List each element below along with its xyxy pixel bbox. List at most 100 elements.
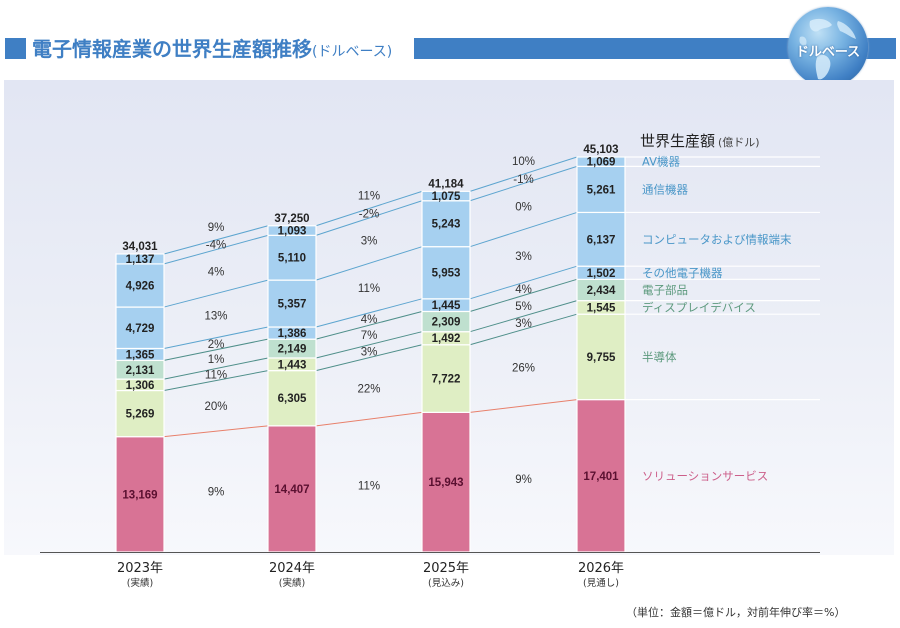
growth-connector-line (163, 370, 269, 392)
legend-item: その他電子機器 (642, 266, 723, 280)
segment-value-label: 1,306 (126, 380, 155, 392)
growth-label: 5% (515, 301, 532, 313)
total-value-label: 45,103 (583, 144, 618, 156)
title-bar (414, 38, 896, 59)
bar-segment (576, 211, 626, 267)
x-tick-label: 2026年 (578, 561, 624, 576)
segment-value-label: 5,269 (126, 409, 155, 421)
segment-value-label: 1,137 (126, 254, 155, 266)
growth-label: 4% (515, 284, 532, 296)
segment-value-label: 1,069 (587, 157, 616, 169)
legend-item: ディスプレイデバイス (642, 300, 756, 314)
x-tick-label: 2023年 (117, 561, 163, 576)
segment-value-label: 17,401 (583, 471, 619, 483)
legend-item: コンピュータおよび情報端末 (642, 232, 792, 246)
growth-label: 3% (515, 318, 532, 330)
segment-value-label: 5,357 (278, 299, 307, 311)
growth-connector-line (469, 313, 578, 346)
growth-label: -2% (359, 208, 379, 220)
bar-segment (115, 436, 165, 553)
legend-item: AV機器 (642, 155, 680, 169)
title-row: 電子情報産業の世界生産額推移(ドルベース) ドルベース (0, 0, 900, 87)
growth-connector-line (469, 165, 578, 202)
growth-label: 20% (204, 401, 227, 413)
bar-segment (421, 190, 471, 202)
segment-value-label: 14,407 (274, 484, 309, 496)
bar-segment (115, 263, 165, 308)
title-suffix: (ドルベース) (312, 44, 393, 60)
growth-connector-line (469, 156, 578, 192)
segment-value-label: 5,110 (278, 253, 306, 265)
total-value-label: 34,031 (122, 241, 158, 253)
growth-label: 22% (357, 383, 380, 395)
bar-segment (576, 399, 626, 553)
segment-value-label: 1,093 (278, 226, 307, 238)
badge-label: ドルベース (795, 45, 861, 60)
legend-item: 半導体 (642, 350, 677, 364)
segment-value-label: 7,722 (432, 374, 461, 386)
growth-label: 3% (361, 236, 378, 248)
globe-icon: ドルベース (788, 7, 868, 87)
growth-connectors (163, 156, 578, 438)
growth-connector-line (163, 326, 269, 349)
bar-segment (267, 234, 317, 281)
growth-connector-line (163, 279, 269, 308)
legend-unit: (億ドル) (718, 136, 760, 149)
segment-value-label: 1,492 (432, 333, 461, 345)
growth-connector-line (315, 331, 423, 359)
bar-segment (576, 313, 626, 401)
total-growth-label: 10% (512, 156, 535, 168)
bar-segment (267, 370, 317, 427)
legend-item: 電子部品 (642, 283, 688, 297)
segment-value-label: 4,926 (126, 280, 155, 292)
bar-segment (421, 246, 471, 300)
growth-connector-line (469, 300, 578, 333)
growth-label: 11% (358, 283, 380, 295)
segment-value-label: 2,149 (278, 344, 307, 356)
x-tick-label: 2025年 (423, 561, 469, 576)
growth-label: 26% (512, 363, 535, 375)
growth-connector-line (163, 357, 269, 380)
total-growth-label: 11% (358, 191, 380, 203)
growth-label: 4% (208, 267, 225, 279)
growth-connector-line (315, 200, 423, 236)
growth-connector-line (163, 425, 269, 438)
growth-connector-line (469, 399, 578, 413)
growth-connector-line (315, 298, 423, 328)
growth-connector-line (469, 211, 578, 248)
growth-label: 13% (204, 311, 227, 323)
legend-title: 世界生産額 (億ドル) (640, 132, 760, 150)
growth-connector-line (163, 225, 269, 255)
growth-label: 3% (515, 251, 532, 263)
growth-label: 2% (208, 339, 225, 351)
growth-connector-line (469, 278, 578, 312)
segment-value-label: 6,137 (587, 234, 616, 246)
segment-value-label: 1,365 (126, 349, 155, 361)
bars (115, 156, 626, 553)
growth-label: 3% (361, 346, 378, 358)
growth-label: 9% (208, 487, 225, 499)
growth-connector-line (315, 310, 423, 340)
segment-value-label: 2,434 (587, 285, 616, 297)
segment-value-label: 1,445 (432, 300, 461, 312)
bar-segment (421, 344, 471, 413)
growth-connector-line (315, 344, 423, 372)
legend-item: 通信機器 (642, 182, 688, 196)
segment-value-label: 5,243 (432, 219, 461, 231)
growth-label: 4% (361, 314, 378, 326)
legend-title-text: 世界生産額 (640, 132, 715, 150)
bar-segment (267, 225, 317, 236)
segment-value-label: 15,943 (428, 477, 463, 489)
growth-label: 1% (208, 354, 225, 366)
segment-value-label: 1,075 (432, 191, 461, 203)
segment-value-label: 1,386 (278, 328, 307, 340)
title-main: 電子情報産業の世界生産額推移 (32, 37, 312, 61)
growth-label: 9% (515, 474, 532, 486)
growth-label: 7% (361, 330, 378, 342)
segment-value-label: 1,502 (587, 268, 616, 280)
labels: 13,169 5,269 1,306 2,131 1,365 4,729 4,926 1,13… (122, 144, 619, 501)
total-growth-label: 9% (208, 222, 225, 234)
segment-value-label: 4,729 (126, 323, 155, 335)
page-title: 電子情報産業の世界生産額推移(ドルベース) (32, 33, 392, 62)
